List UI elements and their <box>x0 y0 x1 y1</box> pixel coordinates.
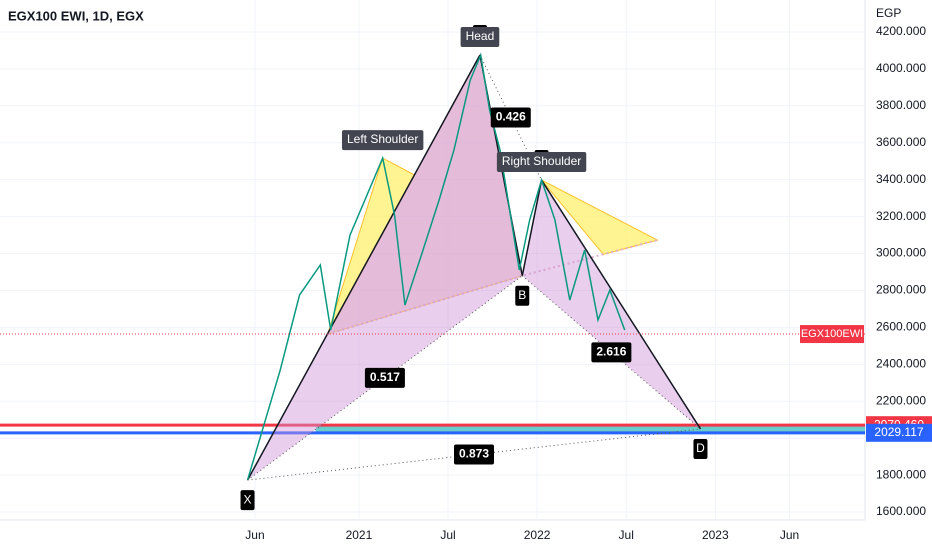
price-line <box>246 52 626 481</box>
y-tick-label: 4200.000 <box>876 24 926 38</box>
x-tick-label: 2023 <box>702 528 729 542</box>
level-label: 2029.117 <box>874 425 923 439</box>
shoulder-tag <box>496 152 587 173</box>
y-tick-label: 2600.000 <box>876 320 926 334</box>
y-tick-label: 2200.000 <box>876 393 926 407</box>
ratio-label: 0.426 <box>496 110 526 124</box>
pattern-leg <box>540 179 702 430</box>
zone <box>315 425 865 433</box>
y-tick-label: 3800.000 <box>876 98 926 112</box>
ratio-tag <box>490 107 531 128</box>
pattern-leg <box>246 54 481 481</box>
x-tick-label: Jul <box>619 528 634 542</box>
point-tag <box>240 490 255 511</box>
point-tag <box>515 285 530 306</box>
y-tick-label: 3200.000 <box>876 209 926 223</box>
y-tick-label: 4000.000 <box>876 61 926 75</box>
xab-triangle <box>247 55 523 481</box>
chart-title: EGX100 EWI, 1D, EGX <box>8 8 144 23</box>
shoulder-label: Right Shoulder <box>502 154 581 168</box>
x-tick-label: 2022 <box>524 528 551 542</box>
x-tick-label: Jul <box>440 528 455 542</box>
labels: 1600.0001800.0002000.0002200.0002400.000… <box>240 24 932 542</box>
x-tick-label: Jun <box>780 528 799 542</box>
shoulder-tag <box>460 27 500 48</box>
ratio-tag <box>364 367 405 388</box>
ratio-tag <box>454 444 495 465</box>
neckline <box>327 239 658 336</box>
y-tick-label: 3400.000 <box>876 172 926 186</box>
bcd-triangle <box>522 180 701 429</box>
shoulder-label: Left Shoulder <box>347 132 418 146</box>
last-price-label: EGX100EWI <box>801 328 863 340</box>
shoulder-tag <box>341 130 424 151</box>
point-label: X <box>244 492 252 506</box>
pattern-leg <box>521 179 543 276</box>
point-label: D <box>696 441 705 455</box>
level-tag <box>866 423 932 442</box>
point-tag <box>693 438 708 459</box>
x-tick-label: 2021 <box>346 528 373 542</box>
y-tick-label: 2800.000 <box>876 283 926 297</box>
y-tick-label: 2400.000 <box>876 357 926 371</box>
y-tick-label: 3600.000 <box>876 135 926 149</box>
drawings <box>0 52 865 481</box>
y-tick-label: 3000.000 <box>876 246 926 260</box>
shoulder-label: Head <box>466 29 495 43</box>
last-price-tag <box>800 325 864 344</box>
price-unit: EGP <box>876 6 901 20</box>
ratio-label: 2.616 <box>596 345 626 359</box>
y-tick-label: 1800.000 <box>876 467 926 481</box>
ratio-label: 0.873 <box>459 447 489 461</box>
ratio-tag <box>591 342 632 363</box>
ratio-label: 0.517 <box>370 370 400 384</box>
x-tick-label: Jun <box>245 528 264 542</box>
point-label: B <box>518 288 526 302</box>
y-tick-label: 1600.000 <box>876 504 926 518</box>
right-shoulder-triangle <box>541 179 659 255</box>
